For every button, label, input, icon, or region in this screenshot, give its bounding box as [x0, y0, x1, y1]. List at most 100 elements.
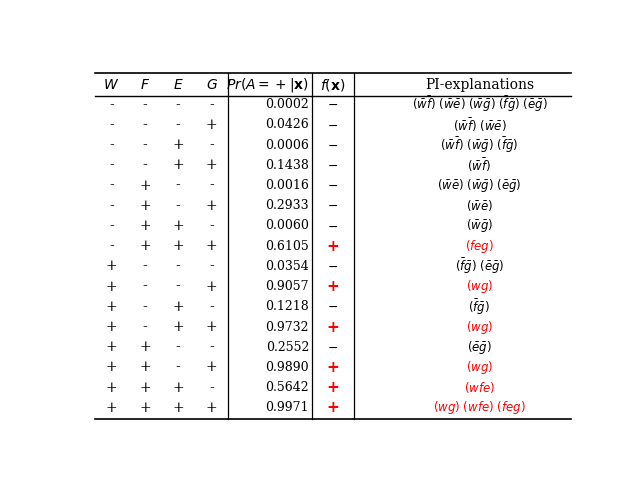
Text: +: +: [139, 239, 150, 253]
Text: 0.2933: 0.2933: [266, 199, 309, 212]
Text: -: -: [176, 361, 180, 374]
Text: $(wg)$: $(wg)$: [466, 278, 493, 295]
Text: -: -: [209, 138, 214, 152]
Text: $-$: $-$: [328, 98, 339, 111]
Text: 0.9732: 0.9732: [266, 320, 309, 333]
Text: $(\bar{w}\bar{f})$: $(\bar{w}\bar{f})$: [467, 156, 492, 174]
Text: $E$: $E$: [173, 77, 184, 91]
Text: 0.9971: 0.9971: [266, 401, 309, 415]
Text: $-$: $-$: [328, 199, 339, 212]
Text: $(\bar{w}\bar{f})$ $(\bar{w}\bar{e})$ $(\bar{w}\bar{g})$ $(\bar{f}\bar{g})$ $(\b: $(\bar{w}\bar{f})$ $(\bar{w}\bar{e})$ $(…: [412, 95, 547, 114]
Text: 0.0060: 0.0060: [265, 220, 309, 232]
Text: $-$: $-$: [328, 179, 339, 192]
Text: -: -: [176, 260, 180, 274]
Text: +: +: [205, 320, 218, 334]
Text: $-$: $-$: [328, 159, 339, 172]
Text: +: +: [172, 239, 184, 253]
Text: +: +: [205, 199, 218, 213]
Text: +: +: [139, 340, 150, 354]
Text: +: +: [172, 300, 184, 314]
Text: $(\bar{w}\bar{e})$ $(\bar{w}\bar{g})$ $(\bar{e}\bar{g})$: $(\bar{w}\bar{e})$ $(\bar{w}\bar{g})$ $(…: [437, 177, 522, 194]
Text: PI-explanations: PI-explanations: [425, 77, 534, 91]
Text: +: +: [139, 381, 150, 395]
Text: -: -: [109, 199, 114, 213]
Text: $Pr(A=+|\mathbf{x})$: $Pr(A=+|\mathbf{x})$: [226, 75, 309, 93]
Text: -: -: [109, 98, 114, 112]
Text: +: +: [106, 381, 117, 395]
Text: -: -: [176, 178, 180, 192]
Text: $-$: $-$: [328, 119, 339, 131]
Text: +: +: [106, 361, 117, 374]
Text: -: -: [176, 199, 180, 213]
Text: $(wg)$: $(wg)$: [466, 359, 493, 376]
Text: +: +: [106, 279, 117, 294]
Text: $W$: $W$: [104, 77, 120, 91]
Text: 0.5642: 0.5642: [266, 381, 309, 394]
Text: -: -: [109, 138, 114, 152]
Text: $\mathbf{+}$: $\mathbf{+}$: [326, 279, 340, 294]
Text: $-$: $-$: [328, 220, 339, 232]
Text: +: +: [205, 118, 218, 132]
Text: +: +: [205, 239, 218, 253]
Text: -: -: [209, 340, 214, 354]
Text: 0.0016: 0.0016: [265, 179, 309, 192]
Text: $-$: $-$: [328, 139, 339, 152]
Text: -: -: [109, 178, 114, 192]
Text: 0.0354: 0.0354: [266, 260, 309, 273]
Text: $(\bar{w}\bar{g})$: $(\bar{w}\bar{g})$: [466, 217, 493, 234]
Text: +: +: [205, 401, 218, 415]
Text: 0.0006: 0.0006: [265, 139, 309, 152]
Text: $-$: $-$: [328, 341, 339, 354]
Text: +: +: [172, 219, 184, 233]
Text: $\mathbf{+}$: $\mathbf{+}$: [326, 360, 340, 375]
Text: -: -: [176, 279, 180, 294]
Text: $(\bar{w}\bar{e})$: $(\bar{w}\bar{e})$: [466, 198, 493, 213]
Text: -: -: [109, 118, 114, 132]
Text: $\mathbf{+}$: $\mathbf{+}$: [326, 400, 340, 416]
Text: +: +: [106, 320, 117, 334]
Text: -: -: [143, 279, 147, 294]
Text: $(wfe)$: $(wfe)$: [464, 380, 495, 395]
Text: +: +: [172, 138, 184, 152]
Text: +: +: [106, 260, 117, 274]
Text: $\mathbf{+}$: $\mathbf{+}$: [326, 380, 340, 395]
Text: 0.0426: 0.0426: [266, 119, 309, 131]
Text: +: +: [172, 401, 184, 415]
Text: +: +: [106, 300, 117, 314]
Text: -: -: [143, 158, 147, 173]
Text: -: -: [143, 118, 147, 132]
Text: -: -: [209, 178, 214, 192]
Text: +: +: [172, 320, 184, 334]
Text: -: -: [109, 219, 114, 233]
Text: $(wg)$: $(wg)$: [466, 318, 493, 335]
Text: $(wg)$ $(wfe)$ $(feg)$: $(wg)$ $(wfe)$ $(feg)$: [433, 399, 526, 417]
Text: +: +: [106, 340, 117, 354]
Text: +: +: [139, 401, 150, 415]
Text: -: -: [209, 381, 214, 395]
Text: -: -: [143, 260, 147, 274]
Text: +: +: [172, 381, 184, 395]
Text: 0.1218: 0.1218: [266, 300, 309, 313]
Text: 0.1438: 0.1438: [265, 159, 309, 172]
Text: $(\bar{e}\bar{g})$: $(\bar{e}\bar{g})$: [467, 339, 492, 356]
Text: -: -: [176, 98, 180, 112]
Text: +: +: [172, 158, 184, 173]
Text: 0.6105: 0.6105: [266, 240, 309, 253]
Text: -: -: [209, 98, 214, 112]
Text: -: -: [209, 300, 214, 314]
Text: -: -: [209, 219, 214, 233]
Text: $(feg)$: $(feg)$: [465, 238, 494, 255]
Text: +: +: [106, 401, 117, 415]
Text: -: -: [143, 320, 147, 334]
Text: +: +: [139, 219, 150, 233]
Text: 0.9057: 0.9057: [266, 280, 309, 293]
Text: +: +: [139, 199, 150, 213]
Text: -: -: [176, 340, 180, 354]
Text: $(\bar{f}\bar{g})$ $(\bar{e}\bar{g})$: $(\bar{f}\bar{g})$ $(\bar{e}\bar{g})$: [454, 257, 504, 276]
Text: +: +: [205, 158, 218, 173]
Text: 0.0002: 0.0002: [266, 98, 309, 111]
Text: -: -: [143, 138, 147, 152]
Text: +: +: [139, 361, 150, 374]
Text: +: +: [205, 361, 218, 374]
Text: $\mathbf{+}$: $\mathbf{+}$: [326, 239, 340, 254]
